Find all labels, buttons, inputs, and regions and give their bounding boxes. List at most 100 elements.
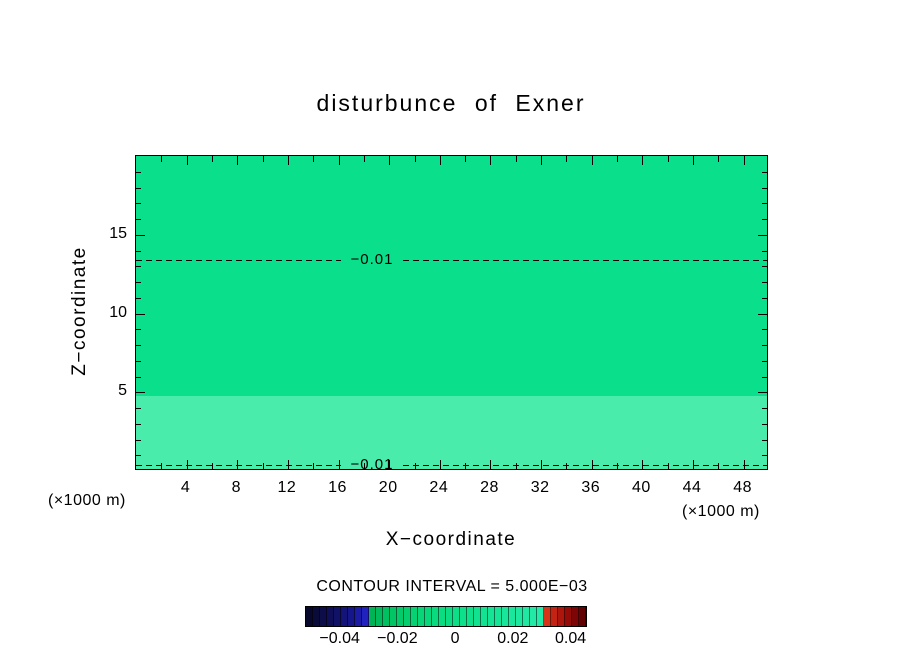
y-tick-mark (136, 455, 141, 457)
fill-band (136, 396, 767, 469)
x-tick-label: 24 (429, 479, 449, 496)
y-tick-mark (136, 392, 145, 394)
colorbar-tick-label: 0.02 (497, 630, 529, 647)
x-tick-mark (693, 460, 695, 469)
x-tick-mark (490, 460, 492, 469)
y-tick-mark (762, 187, 767, 189)
colorbar-segment (481, 607, 488, 626)
y-tick-mark (136, 376, 141, 378)
x-tick-mark (161, 156, 163, 162)
y-tick-mark (136, 171, 141, 173)
x-tick-mark (439, 156, 441, 165)
colorbar-segment (404, 607, 411, 626)
colorbar-segment (320, 607, 327, 626)
colorbar-segment (537, 607, 544, 626)
y-tick-mark (762, 376, 767, 378)
y-tick-label: 5 (118, 382, 127, 400)
y-tick-mark (762, 266, 767, 268)
x-tick-mark (439, 460, 441, 469)
x-tick-mark (287, 460, 289, 469)
x-tick-label: 4 (180, 479, 191, 496)
y-tick-label: 15 (109, 224, 127, 242)
colorbar-segment (516, 607, 523, 626)
colorbar-segment (376, 607, 383, 626)
x-tick-mark (642, 460, 644, 469)
colorbar-segment (390, 607, 397, 626)
colorbar-segment (509, 607, 516, 626)
y-tick-mark (762, 329, 767, 331)
x-tick-mark (541, 156, 543, 165)
contour-interval-text: CONTOUR INTERVAL = 5.000E−03 (316, 578, 588, 595)
x-axis-unit-label: (×1000 m) (682, 503, 760, 520)
colorbar-segment (565, 607, 572, 626)
plot-area: −0.01 −0.01 (135, 155, 768, 470)
y-tick-mark (762, 408, 767, 409)
contour-line (136, 259, 341, 261)
x-tick-mark (262, 156, 264, 162)
colorbar-segment (495, 607, 502, 626)
x-tick-mark (186, 460, 188, 469)
y-tick-mark (136, 187, 141, 189)
contour-line (136, 465, 341, 467)
x-tick-label: 12 (277, 479, 297, 496)
x-tick-mark (617, 156, 619, 162)
y-tick-mark (136, 203, 141, 205)
colorbar-tick-label: 0 (450, 630, 460, 647)
y-tick-mark (762, 282, 767, 283)
x-tick-mark (718, 156, 720, 162)
contour-line (403, 259, 767, 261)
colorbar-segment (467, 607, 474, 626)
y-tick-mark (758, 313, 767, 315)
y-axis-label: Z−coordinate (69, 246, 90, 376)
y-tick-mark (762, 360, 767, 362)
colorbar-segment (369, 607, 376, 626)
y-tick-mark (762, 423, 767, 425)
y-tick-mark (136, 266, 141, 268)
y-tick-mark (762, 219, 767, 220)
y-tick-mark (136, 439, 141, 441)
y-tick-mark (136, 408, 141, 409)
y-tick-mark (136, 313, 145, 315)
colorbar-tick-label: 0.04 (554, 630, 587, 647)
chart-title: disturbunce of Exner (316, 90, 586, 116)
colorbar-tick-label: −0.04 (319, 630, 360, 647)
x-tick-mark (414, 156, 416, 162)
x-tick-mark (363, 156, 365, 162)
x-tick-mark (389, 460, 391, 469)
x-tick-label: 44 (682, 479, 702, 496)
x-tick-mark (465, 156, 467, 162)
x-tick-mark (490, 156, 492, 165)
colorbar-segment (327, 607, 334, 626)
x-tick-label: 8 (231, 479, 241, 496)
colorbar-segment (439, 607, 446, 626)
y-tick-mark (762, 345, 767, 346)
x-tick-mark (287, 156, 289, 165)
x-tick-mark (642, 156, 644, 165)
x-tick-mark (743, 460, 745, 469)
x-tick-label: 48 (733, 479, 753, 496)
y-tick-mark (136, 250, 141, 252)
y-tick-mark (758, 392, 767, 394)
y-tick-mark (136, 234, 145, 236)
y-tick-mark (762, 203, 767, 205)
colorbar-segment (572, 607, 579, 626)
x-tick-mark (591, 156, 593, 165)
x-tick-mark (313, 156, 315, 162)
x-tick-mark (338, 460, 340, 469)
x-tick-mark (515, 156, 517, 162)
colorbar-segment (418, 607, 425, 626)
x-tick-label: 36 (581, 479, 601, 496)
x-tick-mark (541, 460, 543, 469)
x-tick-mark (338, 156, 340, 165)
colorbar-segment (579, 607, 586, 626)
colorbar-segment (397, 607, 404, 626)
colorbar-segment (446, 607, 453, 626)
contour-label: −0.01 (350, 250, 394, 268)
x-tick-mark (186, 156, 188, 165)
x-tick-label: 20 (378, 479, 398, 496)
y-tick-mark (762, 250, 767, 252)
colorbar (305, 606, 587, 627)
x-tick-label: 40 (631, 479, 651, 496)
colorbar-segment (488, 607, 495, 626)
